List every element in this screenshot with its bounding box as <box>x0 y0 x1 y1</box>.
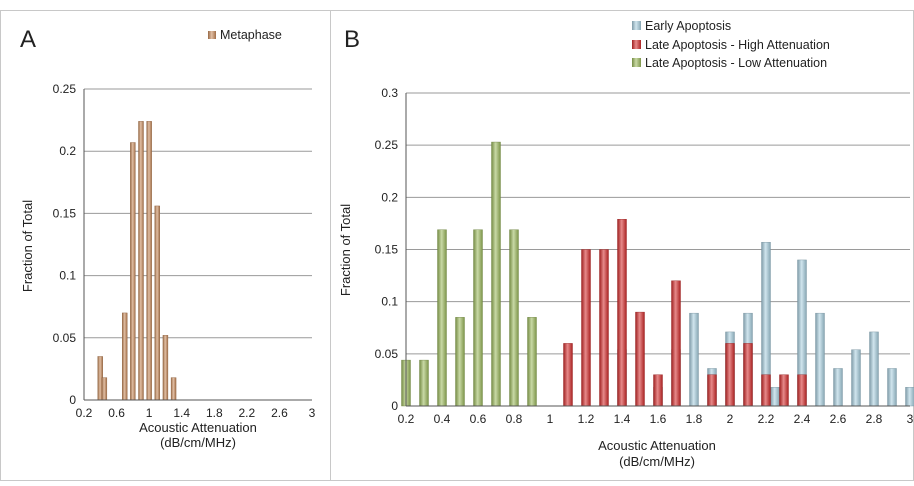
legend-label-metaphase: Metaphase <box>220 28 282 42</box>
panel-a-bar-metaphase-8 <box>171 378 176 400</box>
panel-b-bar-late-apoptosis-high-attenuation-3 <box>618 219 627 406</box>
panel-b-bar-late-apoptosis-low-attenuation-3 <box>456 317 465 406</box>
legend-swatch-late-apoptosis-high <box>632 40 641 49</box>
panel-a-bar-metaphase-5 <box>147 121 152 400</box>
panel-b-bar-late-apoptosis-low-attenuation-6 <box>510 230 519 406</box>
panel-a-xlabel-line2: (dB/cm/MHz) <box>160 435 236 450</box>
panel-a-ylabel: Fraction of Total <box>20 200 35 292</box>
panel-b-xtick-label-3: 0.8 <box>506 412 523 426</box>
panel-b-xtick-label-13: 2.8 <box>866 412 883 426</box>
panel-b-xtick-label-4: 1 <box>547 412 554 426</box>
panel-b-ytick-label-0: 0 <box>391 399 398 413</box>
panel-b-bar-late-apoptosis-high-attenuation-0 <box>564 343 573 406</box>
legend-label-early-apoptosis: Early Apoptosis <box>645 19 731 33</box>
panel-b-bar-early-apoptosis-15 <box>906 387 914 406</box>
panel-a-ytick-label-0: 0 <box>69 393 76 407</box>
panel-a-xtick-label-2: 1 <box>146 406 153 420</box>
panel-b-bar-late-apoptosis-high-attenuation-11 <box>780 375 789 406</box>
panel-b-legend: Early Apoptosis Late Apoptosis - High At… <box>632 19 830 70</box>
panel-b-ytick-label-4: 0.2 <box>381 190 398 204</box>
panel-b-bar-late-apoptosis-high-attenuation-1 <box>582 250 591 407</box>
panel-b-bar-late-apoptosis-high-attenuation-5 <box>654 375 663 406</box>
panel-a-xtick-label-4: 1.8 <box>206 406 223 420</box>
panel-a-bar-metaphase-6 <box>155 206 160 400</box>
panel-b-xtick-label-8: 1.8 <box>686 412 703 426</box>
panel-b-ytick-label-1: 0.05 <box>375 347 399 361</box>
panel-a-ytick-label-5: 0.25 <box>53 82 77 96</box>
panel-a-xlabel-line1: Acoustic Attenuation <box>139 420 257 435</box>
panel-b-bar-late-apoptosis-high-attenuation-10 <box>762 375 771 406</box>
panel-b-bar-early-apoptosis-10 <box>816 313 825 406</box>
panel-a-legend: Metaphase <box>208 28 282 42</box>
panel-a-ytick-label-4: 0.2 <box>59 144 76 158</box>
legend-label-late-apoptosis-high: Late Apoptosis - High Attenuation <box>645 38 830 52</box>
panel-a-xtick-label-6: 2.6 <box>271 406 288 420</box>
panel-b-bar-late-apoptosis-high-attenuation-7 <box>708 375 717 406</box>
panel-a-xtick-label-5: 2.2 <box>239 406 256 420</box>
panel-a-ytick-label-2: 0.1 <box>59 269 76 283</box>
panel-b-bar-late-apoptosis-low-attenuation-4 <box>474 230 483 406</box>
legend-label-late-apoptosis-low: Late Apoptosis - Low Attenuation <box>645 56 827 70</box>
panel-b-ytick-label-6: 0.3 <box>381 86 398 100</box>
panel-b-bar-late-apoptosis-low-attenuation-7 <box>528 317 537 406</box>
panel-b-ytick-label-5: 0.25 <box>375 138 399 152</box>
panel-b-bar-early-apoptosis-14 <box>888 368 897 406</box>
panel-b-bar-early-apoptosis-8 <box>771 387 780 406</box>
panel-b-bar-late-apoptosis-high-attenuation-4 <box>636 312 645 406</box>
panel-a-bar-metaphase-1 <box>102 378 107 400</box>
panel-a-gridlines <box>84 89 312 338</box>
panel-b-xlabel-line2: (dB/cm/MHz) <box>619 454 695 469</box>
panel-b-bar-late-apoptosis-low-attenuation-2 <box>438 230 447 406</box>
panel-a-ytick-label-3: 0.15 <box>53 206 77 220</box>
panel-a-xtick-label-1: 0.6 <box>108 406 125 420</box>
panel-b-xtick-label-5: 1.2 <box>578 412 595 426</box>
panel-b-bar-late-apoptosis-high-attenuation-6 <box>672 281 681 406</box>
panel-b-xtick-label-7: 1.6 <box>650 412 667 426</box>
panel-b-bar-late-apoptosis-low-attenuation-1 <box>420 360 429 406</box>
panel-b-ylabel: Fraction of Total <box>338 204 353 296</box>
panel-b-bar-early-apoptosis-11 <box>834 368 843 406</box>
panel-b-xtick-label-0: 0.2 <box>398 412 415 426</box>
panel-b-bar-late-apoptosis-high-attenuation-8 <box>726 343 735 406</box>
panel-b-bar-late-apoptosis-high-attenuation-12 <box>798 375 807 406</box>
panel-a-ytick-label-1: 0.05 <box>53 331 77 345</box>
panel-a-bar-metaphase-7 <box>163 335 168 400</box>
panel-b-ytick-label-2: 0.1 <box>381 295 398 309</box>
panel-b-xtick-label-12: 2.6 <box>830 412 847 426</box>
panel-b-bar-late-apoptosis-low-attenuation-5 <box>492 142 501 406</box>
panel-a-bar-metaphase-3 <box>130 142 135 400</box>
panel-a-xtick-label-7: 3 <box>309 406 316 420</box>
panel-b-bar-early-apoptosis-13 <box>870 332 879 406</box>
panel-b-xlabel-line1: Acoustic Attenuation <box>598 438 716 453</box>
panel-a-letter: A <box>20 26 36 53</box>
panel-a-xtick-label-3: 1.4 <box>173 406 190 420</box>
legend-swatch-early-apoptosis <box>632 21 641 30</box>
legend-swatch-metaphase <box>208 31 216 39</box>
panel-b-xtick-label-10: 2.2 <box>758 412 775 426</box>
panel-b-bar-late-apoptosis-high-attenuation-9 <box>744 343 753 406</box>
panel-b-bars <box>402 142 914 406</box>
panel-b-xtick-label-14: 3 <box>907 412 914 426</box>
panel-a-xtick-label-0: 0.2 <box>76 406 93 420</box>
panel-b-letter: B <box>344 26 360 53</box>
panel-a-bars <box>98 121 176 400</box>
legend-swatch-late-apoptosis-low <box>632 58 641 67</box>
panel-b-xtick-label-11: 2.4 <box>794 412 811 426</box>
panel-b-ytick-label-3: 0.15 <box>375 243 399 257</box>
panel-b-bar-early-apoptosis-3 <box>690 313 699 406</box>
panel-b-bar-early-apoptosis-12 <box>852 350 861 406</box>
panel-b-xtick-label-6: 1.4 <box>614 412 631 426</box>
panel-b-xtick-label-1: 0.4 <box>434 412 451 426</box>
panel-a-bar-metaphase-2 <box>122 313 127 400</box>
panel-b-xtick-label-2: 0.6 <box>470 412 487 426</box>
panel-a-bar-metaphase-4 <box>139 121 144 400</box>
panel-b-xtick-label-9: 2 <box>727 412 734 426</box>
panel-a-axes: 0 0.05 0.1 0.15 0.2 0.25 0.2 0.6 1 1.4 1.8 2.2 2.6 3 <box>53 82 316 420</box>
panel-b-bar-late-apoptosis-high-attenuation-2 <box>600 250 609 407</box>
